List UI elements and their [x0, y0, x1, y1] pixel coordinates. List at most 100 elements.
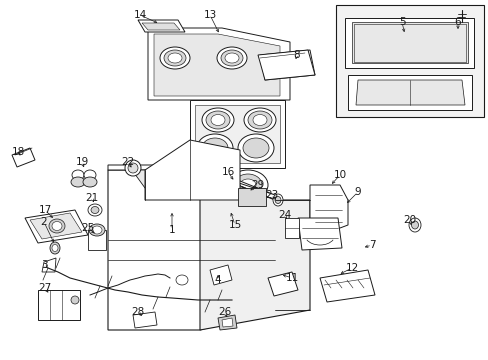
Polygon shape — [319, 270, 374, 302]
Polygon shape — [148, 28, 289, 100]
Ellipse shape — [71, 296, 79, 304]
Text: 9: 9 — [354, 187, 361, 197]
Text: 11: 11 — [285, 273, 298, 283]
Text: 3: 3 — [41, 260, 47, 270]
Ellipse shape — [244, 108, 275, 132]
Polygon shape — [345, 18, 473, 68]
Ellipse shape — [202, 138, 227, 158]
Ellipse shape — [272, 194, 283, 206]
Polygon shape — [30, 213, 82, 239]
Ellipse shape — [217, 47, 246, 69]
Polygon shape — [222, 318, 232, 327]
Bar — [88, 230, 106, 250]
Text: 10: 10 — [333, 170, 346, 180]
Ellipse shape — [71, 177, 85, 187]
Ellipse shape — [243, 138, 268, 158]
Polygon shape — [108, 170, 274, 330]
Polygon shape — [267, 272, 297, 296]
Ellipse shape — [88, 204, 102, 216]
Text: 19: 19 — [75, 157, 88, 167]
Text: 20: 20 — [403, 215, 416, 225]
Polygon shape — [258, 50, 314, 80]
Ellipse shape — [91, 207, 99, 213]
Text: 5: 5 — [398, 17, 405, 27]
Text: 25: 25 — [81, 223, 95, 233]
Ellipse shape — [234, 174, 262, 196]
Ellipse shape — [247, 111, 271, 129]
Text: 16: 16 — [221, 167, 234, 177]
Text: 7: 7 — [368, 240, 375, 250]
Polygon shape — [209, 265, 231, 285]
Ellipse shape — [224, 53, 239, 63]
Polygon shape — [347, 75, 471, 110]
Ellipse shape — [221, 50, 243, 66]
Polygon shape — [309, 185, 347, 228]
Text: 4: 4 — [214, 275, 221, 285]
Ellipse shape — [163, 50, 185, 66]
Ellipse shape — [84, 170, 96, 180]
Text: 13: 13 — [203, 10, 216, 20]
Ellipse shape — [205, 111, 229, 129]
Ellipse shape — [50, 242, 60, 254]
Polygon shape — [145, 140, 240, 200]
Text: 29: 29 — [251, 180, 264, 190]
Ellipse shape — [408, 218, 420, 232]
Ellipse shape — [274, 197, 281, 203]
Ellipse shape — [197, 134, 232, 162]
Polygon shape — [195, 105, 280, 163]
Ellipse shape — [160, 47, 190, 69]
Ellipse shape — [83, 177, 97, 187]
Text: 2: 2 — [41, 217, 47, 227]
Polygon shape — [200, 170, 309, 330]
Bar — [285, 218, 298, 238]
Ellipse shape — [238, 134, 273, 162]
Polygon shape — [42, 258, 56, 272]
Text: 17: 17 — [38, 205, 52, 215]
Ellipse shape — [168, 53, 182, 63]
Text: 6: 6 — [454, 17, 460, 27]
Text: 24: 24 — [278, 210, 291, 220]
Text: 22: 22 — [121, 157, 134, 167]
Ellipse shape — [52, 244, 58, 252]
Polygon shape — [138, 20, 184, 32]
Polygon shape — [154, 34, 280, 96]
Ellipse shape — [52, 221, 62, 230]
Ellipse shape — [202, 108, 234, 132]
Text: 23: 23 — [265, 190, 278, 200]
Ellipse shape — [240, 179, 256, 191]
Ellipse shape — [128, 163, 138, 173]
Polygon shape — [133, 312, 157, 328]
Polygon shape — [108, 165, 274, 195]
Polygon shape — [355, 80, 464, 105]
Ellipse shape — [92, 226, 102, 234]
Polygon shape — [297, 218, 341, 250]
Text: 8: 8 — [293, 50, 300, 60]
Ellipse shape — [252, 114, 266, 126]
Ellipse shape — [89, 224, 105, 236]
Bar — [335, 5, 483, 117]
Polygon shape — [351, 22, 467, 63]
Polygon shape — [142, 23, 180, 30]
Text: 14: 14 — [133, 10, 146, 20]
Text: 18: 18 — [11, 147, 24, 157]
Text: 15: 15 — [228, 220, 241, 230]
Ellipse shape — [227, 170, 267, 200]
Text: 12: 12 — [345, 263, 358, 273]
Bar — [38, 290, 80, 320]
Text: 21: 21 — [85, 193, 99, 203]
Ellipse shape — [72, 170, 84, 180]
Polygon shape — [260, 50, 314, 80]
Ellipse shape — [210, 114, 224, 126]
Polygon shape — [218, 315, 237, 330]
Polygon shape — [25, 210, 88, 243]
Ellipse shape — [49, 219, 65, 233]
Text: 26: 26 — [218, 307, 231, 317]
Polygon shape — [12, 148, 35, 167]
Text: 27: 27 — [38, 283, 52, 293]
Ellipse shape — [411, 221, 418, 229]
Polygon shape — [132, 170, 244, 188]
Text: 28: 28 — [131, 307, 144, 317]
Ellipse shape — [125, 160, 141, 176]
Text: 1: 1 — [168, 225, 175, 235]
Polygon shape — [190, 100, 285, 168]
